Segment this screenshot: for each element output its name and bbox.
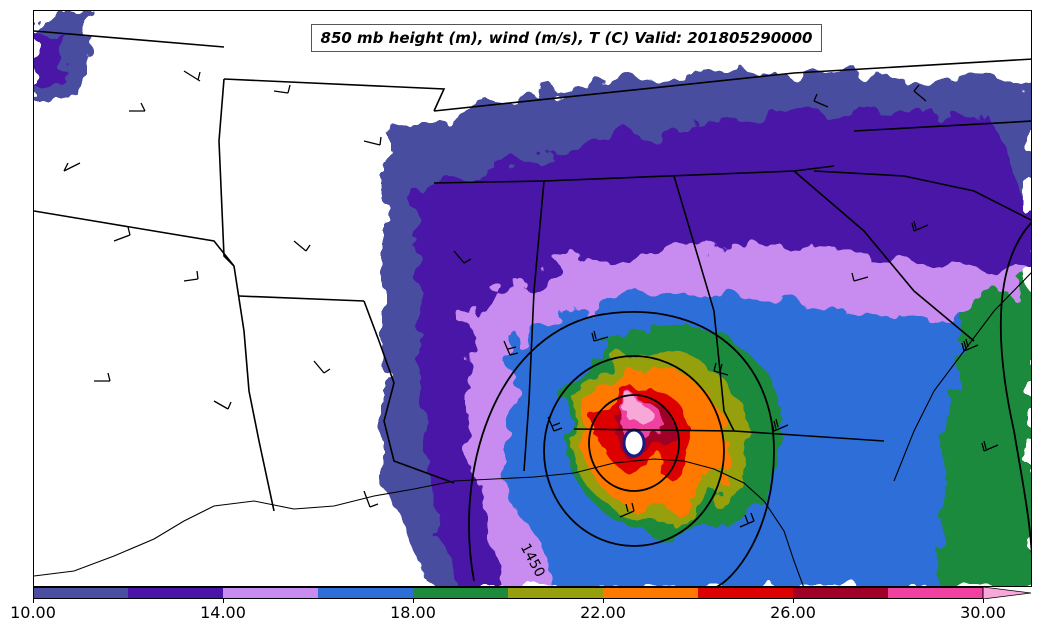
fill-nw-core <box>34 31 64 86</box>
colorbar-segment <box>603 587 699 599</box>
colorbar-tick-mark <box>413 599 414 603</box>
wind-barb <box>94 372 111 382</box>
wind-barb <box>503 340 519 356</box>
contour-east <box>999 221 1031 555</box>
colorbar-tick-mark <box>793 599 794 603</box>
colorbar-segment <box>128 587 224 599</box>
boundary-ms-al <box>523 180 545 472</box>
colorbar-segment <box>223 587 319 599</box>
wind-barb <box>713 362 729 376</box>
wind-speed-shading <box>34 11 1031 586</box>
gulf-coastline <box>34 458 804 586</box>
wind-barb <box>813 93 829 108</box>
wind-barb <box>851 272 869 282</box>
map-plot <box>34 11 1031 586</box>
wind-barb <box>293 240 311 252</box>
wind-barb <box>739 512 755 528</box>
wind-barb <box>63 162 81 172</box>
storm-eye <box>622 428 646 458</box>
boundary-va-nc <box>853 120 1031 132</box>
wind-barbs <box>63 70 999 528</box>
colorbar-segment <box>793 587 889 599</box>
colorbar-segment <box>413 587 509 599</box>
boundary-tn-ky <box>433 58 1031 112</box>
wind-barb <box>547 416 563 432</box>
wind-barb <box>363 136 382 146</box>
boundary-ok-tx <box>34 210 235 267</box>
boundary-ar-ms <box>363 300 455 484</box>
fill-band-18 <box>934 281 1031 586</box>
colorbar-tick-label: 10.00 <box>10 603 56 622</box>
boundary-ms-river <box>218 78 235 267</box>
state-boundaries <box>34 30 1031 512</box>
colorbar-segment <box>888 587 984 599</box>
colorbar-segment <box>698 587 794 599</box>
fill-band-30 <box>624 401 648 421</box>
colorbar-tick-label: 26.00 <box>770 603 816 622</box>
colorbar-tick-label: 30.00 <box>960 603 1006 622</box>
colorbar-segment <box>33 587 129 599</box>
boundary-ga-sc <box>793 170 975 342</box>
height-contours <box>468 221 1031 586</box>
colorbar-tick-label: 14.00 <box>200 603 246 622</box>
wind-barb <box>453 250 472 264</box>
wind-barb <box>619 502 635 518</box>
wind-barb <box>313 360 331 374</box>
boundary-missouri-arkansas <box>223 78 446 112</box>
atlantic-coastline <box>893 272 1031 482</box>
wind-barb <box>113 226 131 242</box>
map-title: 850 mb height (m), wind (m/s), T (C) Val… <box>311 24 822 52</box>
boundary-nc-sc <box>813 170 1031 221</box>
colorbar-tick-label: 22.00 <box>580 603 626 622</box>
wind-barb <box>183 270 199 282</box>
wind-barb <box>363 490 379 508</box>
boundary-iowa-missouri <box>34 30 225 48</box>
wind-barb <box>183 70 201 82</box>
colorbar-tick-mark <box>603 599 604 603</box>
wind-barb <box>273 84 291 94</box>
colorbar-extend-arrow <box>982 587 1032 599</box>
boundary-fl-panhandle <box>573 428 885 442</box>
colorbar-tick-mark <box>223 599 224 603</box>
wind-barb <box>213 400 232 410</box>
wind-barb <box>981 440 999 452</box>
wind-barb <box>913 84 927 102</box>
colorbar-tick-mark <box>983 599 984 603</box>
boundary-tx-la <box>233 265 275 512</box>
boundary-al-ga <box>673 175 735 432</box>
contour-outer <box>468 311 775 586</box>
wind-barb <box>911 220 929 232</box>
colorbar-border <box>33 587 984 599</box>
colorbar-segment <box>318 587 414 599</box>
colorbar-tick-mark <box>33 599 34 603</box>
colorbar-tick-label: 18.00 <box>390 603 436 622</box>
colorbar <box>33 587 1032 599</box>
wind-barb <box>129 102 146 112</box>
map-panel: 850 mb height (m), wind (m/s), T (C) Val… <box>33 10 1032 587</box>
boundary-arkansas-louisiana <box>238 295 365 302</box>
wind-barb <box>961 338 979 352</box>
wind-barb <box>771 418 789 432</box>
colorbar-segment <box>508 587 604 599</box>
contour-middle <box>543 355 725 547</box>
wind-barb <box>591 330 609 342</box>
contour-inner <box>588 394 680 492</box>
boundary-tn-south <box>433 165 835 184</box>
